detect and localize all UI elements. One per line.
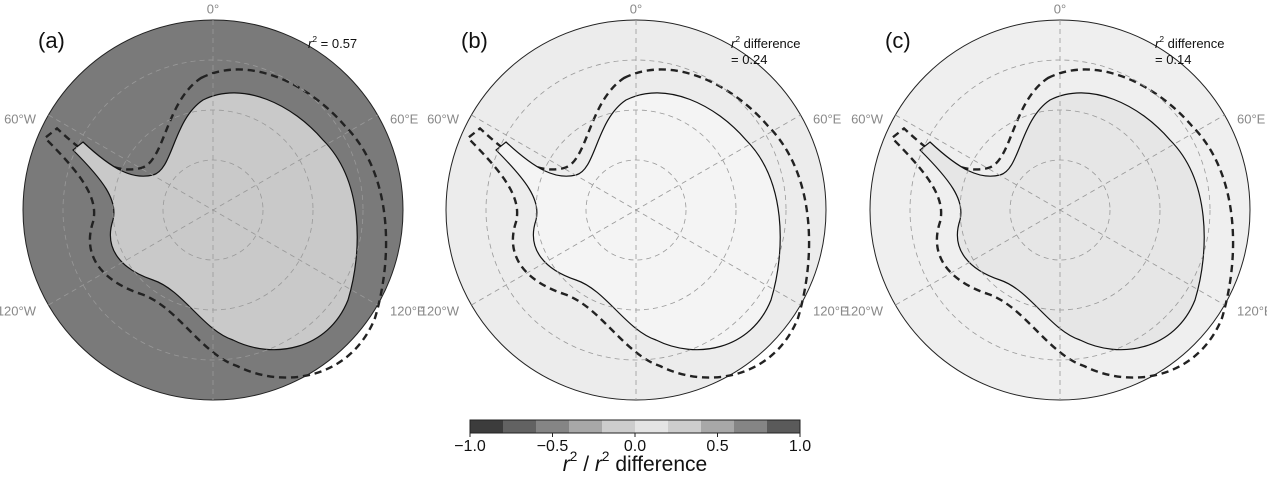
annotation: r2 difference	[1155, 34, 1225, 51]
annotation: r2 = 0.57	[308, 34, 357, 51]
text-part: 2	[570, 449, 578, 464]
figure: 0° 60°W 60°E 120°W 120°E (a) r2 = 0.57 0° 60°W 60…	[0, 0, 1267, 477]
colorbar-bin	[701, 420, 734, 433]
panel-label: (b)	[461, 28, 488, 53]
meridian-label: 60°W	[851, 111, 884, 126]
polar-map: 0° 60°W 60°E 120°W 120°E (c) r2 difference= 0.…	[844, 1, 1267, 400]
meridian-label: 60°W	[4, 111, 37, 126]
annotation: = 0.24	[731, 52, 768, 67]
annotation: r2 difference	[731, 34, 801, 51]
text-part: 2	[602, 449, 610, 464]
text-part: difference	[740, 36, 800, 51]
colorbar-tick-label: −1.0	[454, 438, 486, 455]
text-part: = 0.24	[731, 52, 768, 67]
panel-label: (c)	[885, 28, 911, 53]
meridian-label: 0°	[207, 1, 219, 16]
colorbar-bin	[470, 420, 503, 433]
colorbar-bin	[503, 420, 536, 433]
text-part: = 0.14	[1155, 52, 1192, 67]
colorbar-bin	[602, 420, 635, 433]
colorbar-bin	[668, 420, 701, 433]
colorbar-tick-label: 0.5	[706, 438, 728, 455]
text-part: difference	[1164, 36, 1224, 51]
text-part: = 0.57	[317, 36, 357, 51]
colorbar-tick-label: 1.0	[789, 438, 811, 455]
colorbar-bin	[536, 420, 569, 433]
text-part: difference	[610, 453, 708, 476]
colorbar-bin	[734, 420, 767, 433]
colorbar-bin	[569, 420, 602, 433]
colorbar-label: r2 / r2 difference	[563, 449, 707, 475]
meridian-label: 60°W	[427, 111, 460, 126]
annotation: = 0.14	[1155, 52, 1192, 67]
meridian-label: 0°	[630, 1, 642, 16]
panel-label: (a)	[38, 28, 65, 53]
meridian-label: 120°W	[844, 303, 884, 318]
meridian-label: 120°W	[420, 303, 460, 318]
colorbar-bin	[635, 420, 668, 433]
meridian-label: 60°E	[390, 111, 419, 126]
meridian-label: 120°W	[0, 303, 37, 318]
meridian-label: 120°E	[1237, 303, 1267, 318]
meridian-label: 60°E	[1237, 111, 1266, 126]
text-part: /	[577, 453, 595, 476]
colorbar-bin	[767, 420, 800, 433]
meridian-label: 60°E	[813, 111, 842, 126]
meridian-label: 0°	[1054, 1, 1066, 16]
